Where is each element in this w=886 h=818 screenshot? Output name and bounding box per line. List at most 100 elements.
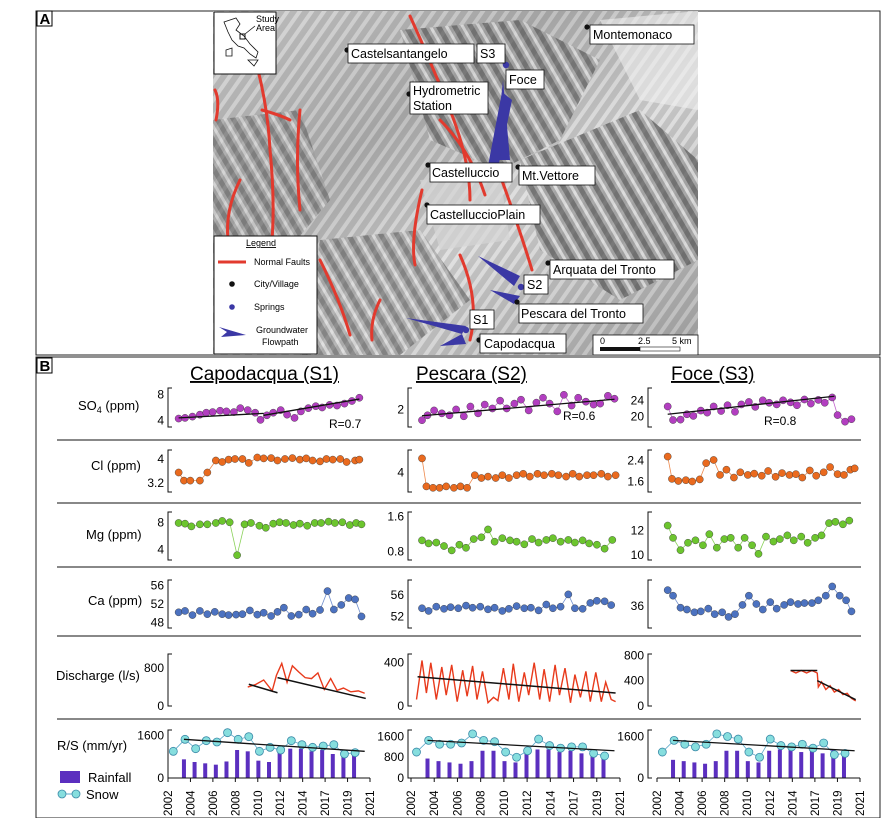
data-point [259,454,268,463]
y-axis-bracket [647,449,652,493]
rainfall-bar [513,762,518,778]
data-point [512,537,521,546]
data-point [663,586,672,594]
data-point [269,519,278,528]
data-point [574,393,583,402]
data-point [463,483,471,492]
data-point [828,393,837,402]
data-point [247,519,255,527]
rainfall-bar [681,761,686,778]
data-point [519,469,528,478]
data-point [174,414,183,423]
data-point [459,412,468,421]
rainfall-bar [203,763,208,778]
rainfall-bar [799,752,804,778]
data-point [496,396,504,405]
rainfall-bar [288,748,293,778]
y-tick-label: 24 [631,393,645,407]
snow-point [567,742,576,752]
row-label-cl: Cl (ppm) [91,458,141,473]
data-point [841,417,849,426]
data-point [442,482,451,491]
rainfall-bar [557,752,562,778]
data-point [196,607,204,615]
rainfall-bar [671,759,676,778]
y-tick-label: 0 [637,771,644,785]
data-point [744,471,752,479]
snow-point [657,747,667,757]
data-point [218,517,227,525]
data-point [718,608,726,617]
column-title-foce: Foce (S3) [671,364,754,385]
data-point [688,477,697,486]
data-point [355,393,364,402]
rainfall-bar [703,763,708,778]
row-label-rs: R/S (mm/yr) [57,738,127,753]
data-point [424,539,433,548]
snow-point [223,728,232,738]
data-point [805,466,814,475]
row-label-discharge: Discharge (l/s) [56,668,140,683]
data-point [722,465,731,474]
data-point [731,610,739,618]
data-point [716,471,724,479]
data-point [669,591,677,600]
data-point [510,399,519,408]
data-point [330,605,338,614]
data-point [822,591,830,600]
data-point [556,602,565,611]
data-point [450,483,458,492]
data-point [758,396,767,405]
data-point [310,519,319,527]
data-point [490,537,499,546]
data-point [236,404,245,412]
data-point [786,598,795,606]
data-point [524,406,533,415]
y-tick-label: 0 [637,699,644,713]
data-point [568,469,577,478]
data-point [203,610,212,618]
data-point [839,520,847,529]
snow-point [168,746,178,756]
y-tick-label: 36 [631,599,645,613]
label-montemonaco: Montemonaco [593,28,672,42]
y-tick-label: 0.8 [387,544,404,558]
data-point [196,476,204,485]
data-point [432,538,441,547]
data-point [488,404,497,413]
rainfall-bar [535,749,540,778]
snow-point [589,748,598,758]
series-rs: 0 800 1600 2002 2004 2006 2008 2010 2012 2014 2017… [377,729,627,816]
y-axis-bracket [167,511,172,561]
data-point [585,539,594,548]
legend-rainfall: Rainfall [88,770,131,785]
data-point [418,416,426,424]
data-point [466,402,475,411]
data-point [705,530,714,538]
data-point [549,534,557,542]
x-tick-label: 2006 [452,790,464,816]
label-pescara-del-tronto: Pescara del Tronto [521,307,626,321]
snow-point [680,739,690,749]
rainfall-bar [735,750,740,778]
data-point [302,454,311,463]
rainfall-bar [590,749,595,778]
data-point [303,521,312,530]
trend-line [178,412,264,419]
data-point [610,394,619,403]
data-point [174,608,183,617]
data-point [316,606,324,614]
data-point [778,469,786,477]
snow-point [744,747,754,757]
y-tick-label: 1.6 [627,475,644,489]
legend-springs: Springs [254,302,285,312]
data-point [218,458,227,466]
data-point [244,459,253,467]
data-point [218,610,227,618]
groundwater-flowpaths [406,80,520,346]
snow-point [435,739,445,749]
x-tick-label: 2021 [855,790,867,816]
data-point [424,607,433,615]
snow-point [501,747,511,757]
